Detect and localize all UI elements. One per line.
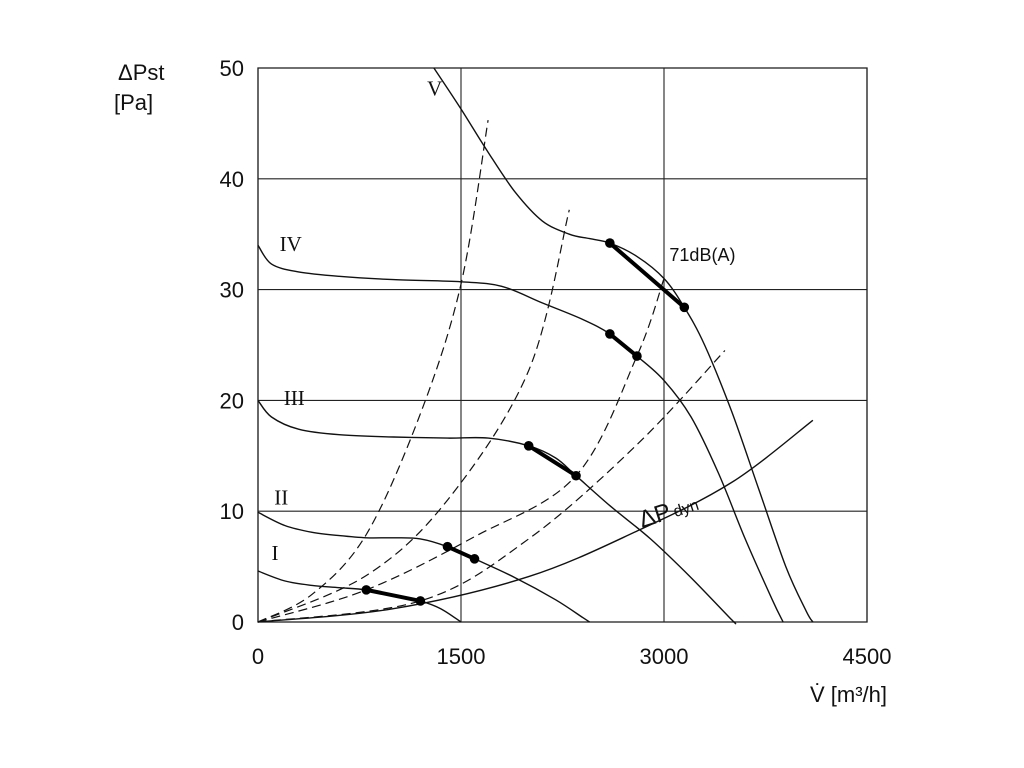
system-curve-2	[257, 209, 570, 623]
y-tick-label: 50	[220, 56, 244, 81]
plot-frame	[257, 67, 868, 623]
x-axis-label: V̇ [m³/h]	[810, 682, 887, 707]
system-curves	[257, 120, 726, 623]
fan-curve-IV	[257, 244, 784, 623]
operating-point	[632, 351, 642, 361]
operating-point	[523, 441, 534, 451]
operating-point	[415, 596, 426, 606]
x-tick-label: 4500	[843, 644, 892, 669]
operating-point	[571, 470, 581, 481]
grid	[257, 67, 868, 623]
operating-segment-1	[364, 587, 423, 603]
fan-curve-V	[433, 67, 814, 623]
curve-label-II: II	[274, 486, 288, 510]
system-curve-4	[257, 350, 726, 623]
y-tick-label: 30	[220, 278, 244, 303]
operating-point	[442, 541, 453, 552]
operating-point	[605, 329, 615, 339]
operating-segment-5	[607, 241, 687, 310]
operating-point	[679, 302, 690, 313]
noise-level-annotation: 71dB(A)	[669, 245, 735, 265]
y-tick-label: 40	[220, 167, 244, 192]
system-curve-1	[257, 120, 489, 623]
curve-label-IV: IV	[280, 232, 302, 256]
tick-labels: 0 10 20 30 40 50 0 1500 3000 4500	[220, 56, 892, 669]
operating-point	[605, 238, 615, 248]
operating-segment-3	[526, 443, 579, 478]
operating-point	[469, 554, 480, 564]
system-curve-3	[257, 278, 665, 623]
operating-point	[361, 585, 372, 595]
curve-label-V: V	[427, 77, 442, 101]
y-axis-label-line2: [Pa]	[114, 90, 153, 115]
dynamic-pressure-line	[257, 419, 814, 623]
y-tick-label: 20	[220, 388, 244, 413]
fan-curve-II	[257, 511, 590, 623]
x-tick-label: 1500	[437, 644, 486, 669]
y-tick-label: 10	[220, 499, 244, 524]
curve-label-I: I	[272, 541, 279, 565]
y-axis-label-line1: ΔPst	[118, 60, 164, 85]
operating-segments	[361, 238, 690, 606]
curve-label-III: III	[284, 386, 305, 410]
x-tick-label: 0	[252, 644, 264, 669]
x-tick-label: 3000	[640, 644, 689, 669]
fan-curves	[257, 67, 814, 625]
dynamic-pressure-label: ΔPdyn	[636, 489, 702, 533]
operating-segment-2	[445, 544, 477, 561]
operating-segment-4	[607, 331, 639, 359]
y-tick-label: 0	[232, 610, 244, 635]
